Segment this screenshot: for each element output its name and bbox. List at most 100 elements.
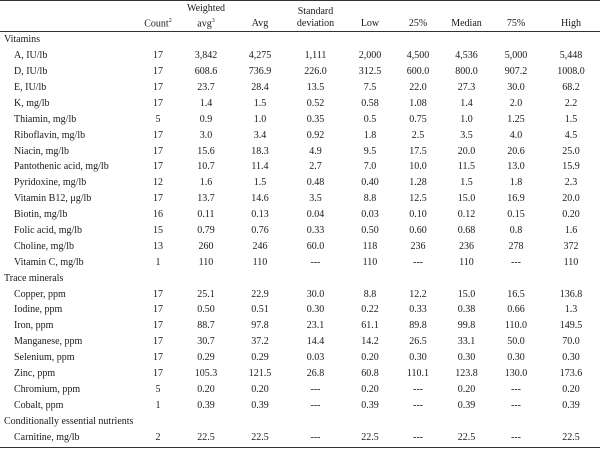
cell-sd: 13.5	[306, 81, 325, 93]
cell-low: 2,000	[358, 50, 382, 62]
cell-avg: 0.13	[251, 209, 269, 221]
cell-high: 1.3	[564, 304, 578, 316]
cell-low: 0.39	[361, 399, 379, 411]
cell-median: 0.68	[457, 224, 476, 236]
header-median: Median	[443, 0, 490, 33]
cell-count: 17	[153, 288, 163, 300]
cell-wavg: 3.0	[199, 129, 213, 141]
cell-avg: 0.51	[251, 304, 269, 316]
cell-p25: 12.5	[409, 193, 427, 205]
cell-p25: 4,500	[406, 50, 430, 62]
row-label: E, IU/lb	[14, 81, 47, 93]
cell-p75: 278	[508, 240, 524, 252]
row-label: Folic acid, mg/lb	[14, 224, 83, 236]
cell-wavg: 1.4	[199, 97, 213, 109]
cell-sd: 23.1	[306, 320, 325, 332]
cell-median: 15.0	[457, 193, 476, 205]
cell-wavg: 25.1	[197, 288, 215, 300]
row-label: Chromium, ppm	[14, 383, 81, 395]
cell-low: 0.5	[363, 113, 377, 125]
cell-median: 27.3	[457, 81, 476, 93]
cell-sd: 1,111	[304, 50, 327, 62]
table-row: Zinc, ppm 17 105.3 121.5 26.8 60.8 110.1 123.8 1…	[0, 366, 600, 382]
cell-median: 0.12	[457, 209, 476, 221]
cell-p25: ---	[413, 256, 423, 268]
cell-p25: 110.1	[406, 367, 430, 379]
cell-sd: ---	[310, 256, 321, 268]
cell-p25: 2.5	[411, 129, 425, 141]
cell-low: 118	[362, 240, 378, 252]
cell-p25: 12.2	[409, 288, 427, 300]
cell-count: 17	[153, 66, 163, 78]
cell-wavg: 23.7	[197, 81, 215, 93]
cell-low: 7.0	[363, 161, 377, 173]
row-label: Niacin, mg/lb	[14, 145, 69, 157]
cell-count: 2	[155, 431, 161, 443]
cell-count: 17	[153, 336, 163, 348]
cell-p25: 0.60	[409, 224, 427, 236]
cell-wavg: 30.7	[197, 336, 215, 348]
group-row: Vitamins	[0, 32, 600, 48]
cell-low: 8.8	[363, 288, 377, 300]
cell-sd: 30.0	[306, 288, 325, 300]
cell-avg: 121.5	[248, 367, 272, 379]
cell-low: 0.03	[361, 209, 379, 221]
header-weighted-avg: Weighted avg3	[176, 0, 236, 33]
cell-high: 110	[563, 256, 579, 268]
cell-avg: 110	[252, 256, 268, 268]
table-row: Iodine, ppm 17 0.50 0.51 0.30 0.22 0.33 0.38 0.6…	[0, 302, 600, 318]
cell-p25: 236	[410, 240, 426, 252]
cell-sd: 4.9	[309, 145, 322, 157]
cell-low: 61.1	[361, 320, 379, 332]
cell-wavg: 1.6	[199, 177, 213, 189]
cell-count: 1	[155, 256, 161, 268]
header-low: Low	[347, 0, 393, 33]
cell-low: 0.20	[361, 352, 379, 364]
cell-high: 149.5	[559, 320, 583, 332]
table-row: Thiamin, mg/lb 5 0.9 1.0 0.35 0.5 0.75 1.0 1.25 1…	[0, 112, 600, 128]
cell-median: 110	[459, 256, 474, 268]
cell-p25: 0.10	[409, 209, 427, 221]
row-label: Thiamin, mg/lb	[14, 113, 77, 125]
cell-median: 1.4	[460, 97, 473, 109]
cell-wavg: 0.20	[197, 383, 215, 395]
cell-wavg: 88.7	[197, 320, 215, 332]
cell-sd: ---	[310, 399, 321, 411]
cell-count: 17	[153, 367, 163, 379]
cell-median: 15.0	[457, 288, 476, 300]
header-weighted-line1: Weighted	[186, 3, 226, 14]
cell-high: 20.0	[562, 193, 580, 205]
row-label: Vitamin B12, μg/lb	[14, 193, 92, 205]
cell-count: 17	[153, 81, 163, 93]
cell-wavg: 0.39	[197, 399, 215, 411]
cell-wavg: 22.5	[197, 431, 215, 443]
cell-low: 1.8	[363, 129, 377, 141]
cell-median: 0.20	[457, 383, 476, 395]
cell-median: 123.8	[455, 367, 478, 379]
cell-median: 0.38	[457, 304, 476, 316]
cell-p25: 0.33	[409, 304, 427, 316]
table-row: Copper, ppm 17 25.1 22.9 30.0 8.8 12.2 15.0 16.5…	[0, 287, 600, 303]
cell-avg: 246	[252, 240, 268, 252]
group-title: Conditionally essential nutrients	[4, 415, 134, 427]
row-label: A, IU/lb	[14, 50, 48, 62]
cell-p75: 0.15	[507, 209, 525, 221]
cell-high: 15.9	[562, 161, 580, 173]
cell-p25: 0.75	[409, 113, 427, 125]
nutrient-statistics-table: Count2 Weighted avg3 Avg Standard deviatio…	[0, 0, 600, 449]
cell-p75: ---	[511, 399, 521, 411]
cell-p75: 20.6	[507, 145, 525, 157]
cell-sd: 226.0	[304, 66, 327, 78]
cell-avg: 1.5	[253, 177, 267, 189]
row-label: Copper, ppm	[14, 288, 66, 300]
footer-rule-cell	[0, 445, 600, 449]
header-sd-line1: Standard	[297, 6, 334, 18]
cell-p75: 2.0	[509, 97, 523, 109]
table-row: Manganese, ppm 17 30.7 37.2 14.4 14.2 26.5 33.1…	[0, 334, 600, 350]
row-label: Pyridoxine, mg/lb	[14, 177, 87, 189]
header-weighted-line2: avg	[197, 18, 212, 30]
cell-high: 5,448	[559, 50, 583, 62]
cell-avg: 4,275	[248, 50, 272, 62]
table-row: Chromium, ppm 5 0.20 0.20 --- 0.20 --- 0.20 --- 0…	[0, 382, 600, 398]
cell-sd: 0.33	[306, 224, 325, 236]
